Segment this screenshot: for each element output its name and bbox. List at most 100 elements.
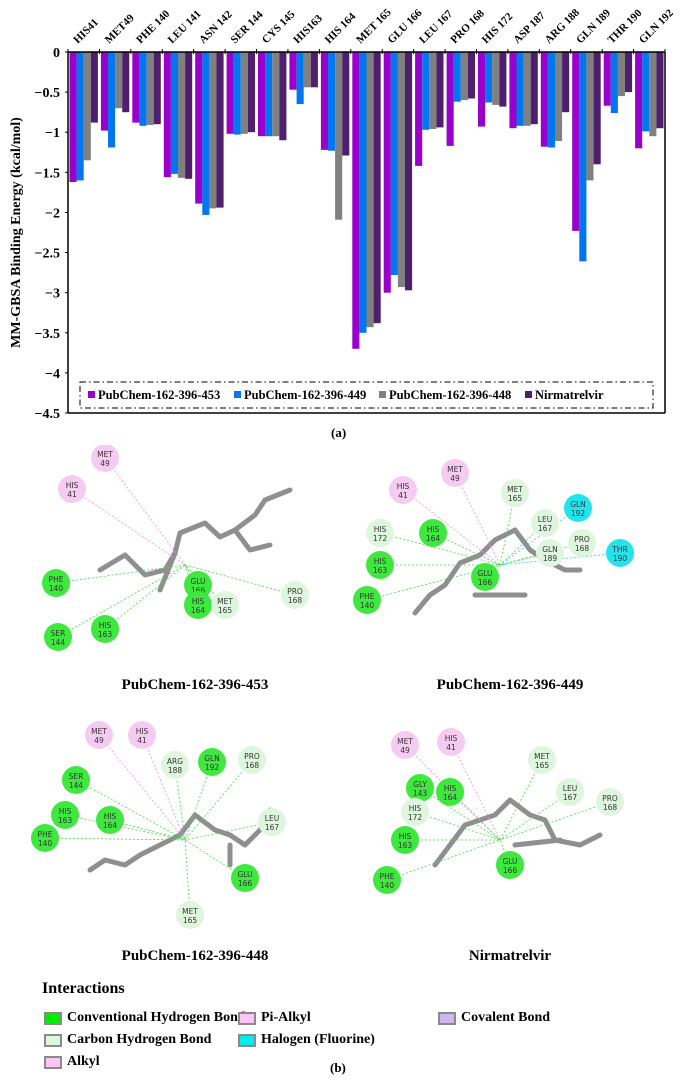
diagram-title: PubChem-162-396-453 <box>121 677 269 693</box>
swatch-icon <box>438 1011 456 1025</box>
svg-text:163: 163 <box>98 630 113 639</box>
bar <box>335 52 343 220</box>
bar <box>303 52 311 88</box>
bar <box>446 52 454 146</box>
legend-conventional-hbond: Conventional Hydrogen Bond <box>44 1010 246 1026</box>
svg-text:PRO: PRO <box>244 752 260 761</box>
bar <box>108 52 116 148</box>
svg-text:190: 190 <box>613 554 628 563</box>
svg-text:HIS: HIS <box>445 734 458 743</box>
interaction-diagram-nirmatrelvir: MET 49 HIS 41 MET 165 GLY 143 HIS 164 LEU 167 PRO 168… <box>345 720 675 980</box>
svg-text:SER: SER <box>51 629 66 638</box>
bar <box>467 52 475 99</box>
bar <box>492 52 500 105</box>
bar <box>115 52 123 109</box>
bar <box>649 52 657 137</box>
legend-halogen: Halogen (Fluorine) <box>238 1032 375 1048</box>
bar <box>153 52 161 125</box>
bar <box>146 52 154 125</box>
bar <box>132 52 140 123</box>
svg-text:49: 49 <box>94 736 104 745</box>
residue-bubble: HIS41 <box>58 475 86 503</box>
svg-text:GLN: GLN <box>570 500 586 509</box>
svg-text:192: 192 <box>205 763 220 772</box>
legend-label: Alkyl <box>67 1054 100 1069</box>
residue-bubble: MET49 <box>85 721 113 749</box>
svg-text:HIS: HIS <box>444 784 457 793</box>
x-category-label: LEU 167 <box>417 8 455 46</box>
bar <box>453 52 461 102</box>
legend-swatch-icon <box>379 391 386 398</box>
legend-pi-alkyl: Pi-Alkyl <box>238 1010 311 1026</box>
legend-carbon-hbond: Carbon Hydrogen Bond <box>44 1032 211 1048</box>
x-category-label: PHE 140 <box>134 8 172 46</box>
residue-bubble: HIS163 <box>91 615 119 643</box>
svg-text:166: 166 <box>191 586 206 595</box>
svg-text:PRO: PRO <box>602 794 618 803</box>
bar <box>69 52 77 182</box>
bar <box>625 52 633 93</box>
bar <box>485 52 493 103</box>
bar <box>122 52 130 113</box>
bar <box>83 52 91 161</box>
svg-text:166: 166 <box>503 866 518 875</box>
residue-bubble: HIS163 <box>366 551 394 579</box>
svg-text:PHE: PHE <box>380 872 395 881</box>
bar <box>272 52 280 137</box>
x-category-label: HIS 164 <box>323 10 359 46</box>
svg-text:164: 164 <box>426 534 441 543</box>
svg-text:140: 140 <box>360 601 375 610</box>
svg-text:144: 144 <box>51 638 66 647</box>
bar <box>90 52 98 123</box>
svg-text:165: 165 <box>183 916 198 925</box>
bar <box>656 52 664 129</box>
bar <box>216 52 224 208</box>
x-category-label: ASP 187 <box>511 9 548 46</box>
svg-text:LEU: LEU <box>563 784 577 793</box>
bar <box>562 52 570 113</box>
bar <box>359 52 367 333</box>
svg-text:SER: SER <box>69 772 84 781</box>
bar <box>209 52 217 209</box>
svg-text:144: 144 <box>69 781 84 790</box>
bar <box>170 52 178 174</box>
svg-text:HIS: HIS <box>427 525 440 534</box>
residue-bubble: HIS163 <box>51 801 79 829</box>
svg-text:41: 41 <box>67 490 77 499</box>
ligand-skeleton <box>97 487 293 593</box>
bar <box>240 52 248 134</box>
bar <box>279 52 287 141</box>
bar <box>530 52 538 125</box>
y-tick-label: −4 <box>45 367 60 382</box>
svg-text:165: 165 <box>535 761 550 770</box>
bar <box>415 52 423 166</box>
y-tick-label: −1 <box>45 126 60 141</box>
bar <box>429 52 437 129</box>
bar <box>233 52 241 135</box>
bar <box>642 52 650 132</box>
residue-bubble: HIS41 <box>128 721 156 749</box>
svg-text:167: 167 <box>563 793 578 802</box>
bar <box>579 52 587 262</box>
bar <box>366 52 374 328</box>
interactions-legend: Interactions Conventional Hydrogen Bond … <box>42 980 642 1069</box>
svg-text:41: 41 <box>137 736 147 745</box>
svg-text:HIS: HIS <box>399 832 412 841</box>
svg-text:GLN: GLN <box>542 545 558 554</box>
ligand-skeleton <box>432 797 603 868</box>
svg-text:MET: MET <box>447 465 463 474</box>
residue-bubble: HIS163 <box>391 826 419 854</box>
